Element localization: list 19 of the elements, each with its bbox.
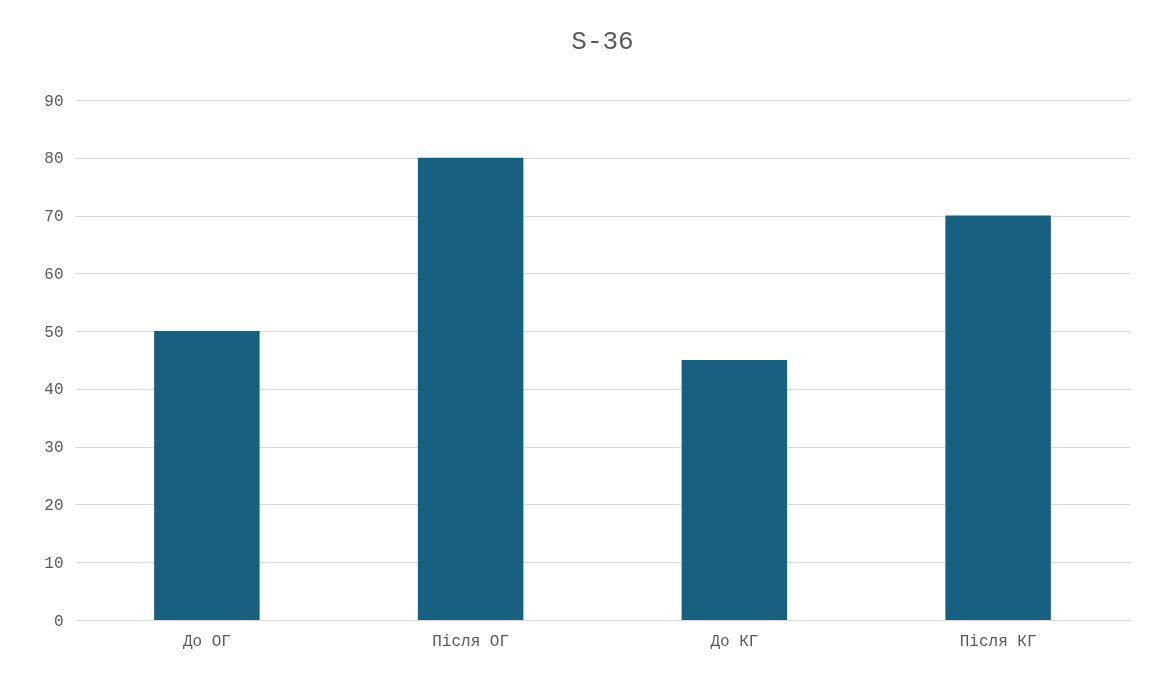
y-tick-label: 30 xyxy=(44,439,64,458)
bar xyxy=(681,360,788,620)
y-tick-label: 40 xyxy=(44,381,64,400)
y-tick-label: 50 xyxy=(44,323,64,342)
y-tick-label: 80 xyxy=(44,150,64,169)
x-tick-label: Після КГ xyxy=(959,632,1037,651)
y-tick-label: 70 xyxy=(44,208,64,227)
bar xyxy=(154,331,260,620)
y-tick-label: 0 xyxy=(53,612,64,631)
x-tick-label: До КГ xyxy=(710,632,759,651)
y-tick-label: 20 xyxy=(44,496,64,515)
x-tick-label: Після ОГ xyxy=(432,632,510,651)
y-tick-label: 60 xyxy=(44,265,64,284)
bar xyxy=(945,215,1051,620)
chart-title: S-36 xyxy=(571,27,634,57)
y-tick-label: 90 xyxy=(44,92,64,111)
x-tick-label: До ОГ xyxy=(182,632,231,651)
y-tick-label: 10 xyxy=(44,554,64,573)
bar xyxy=(417,157,524,620)
